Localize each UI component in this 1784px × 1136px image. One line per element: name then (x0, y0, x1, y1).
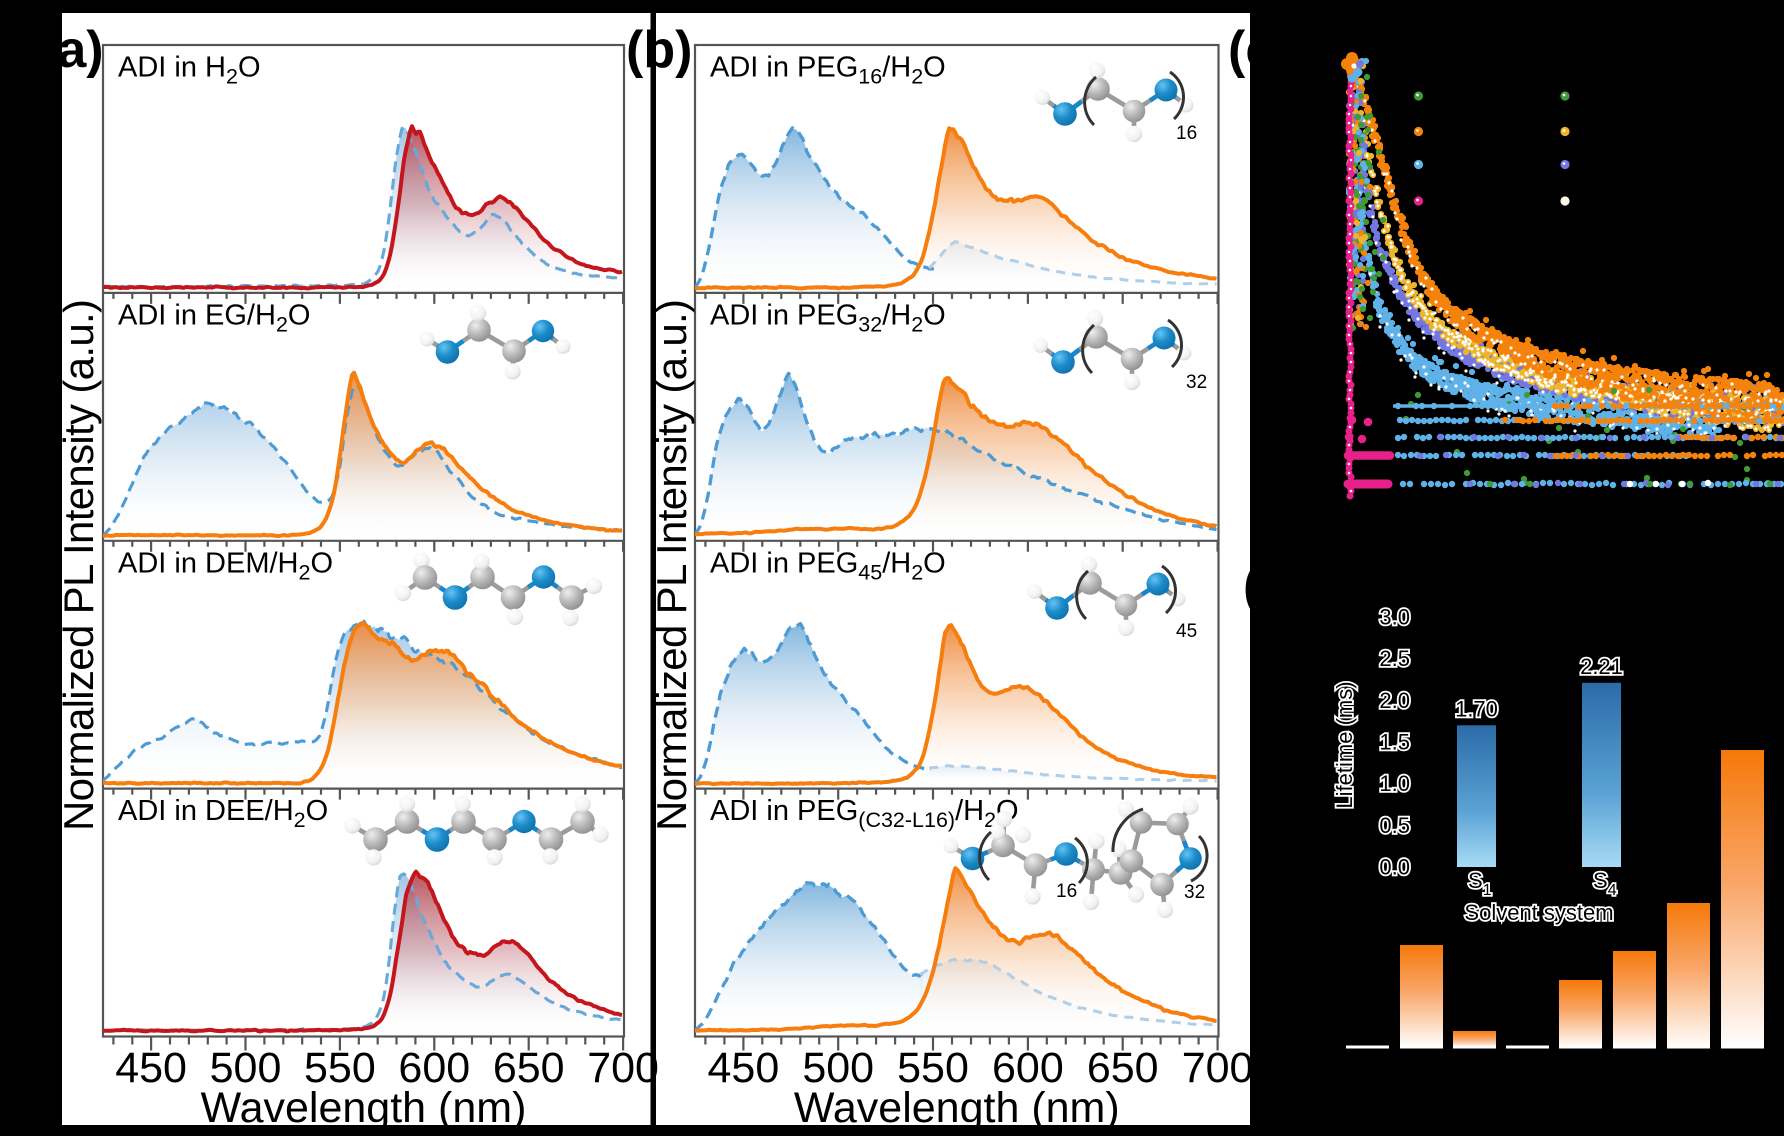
svg-text:500: 500 (210, 1044, 282, 1092)
svg-text:32: 32 (1184, 882, 1205, 903)
svg-text:Wavelength (nm): Wavelength (nm) (201, 1084, 527, 1132)
svg-text:(b): (b) (626, 21, 692, 79)
svg-text:Lifetime (ms): Lifetime (ms) (1332, 681, 1357, 808)
svg-text:2.5: 2.5 (1379, 646, 1410, 671)
svg-text:Solvent system: Solvent system (1464, 900, 1613, 925)
svg-text:ADI in PEG45/H2O: ADI in PEG45/H2O (710, 547, 946, 584)
svg-text:ADI in H2O: ADI in H2O (118, 52, 261, 89)
svg-text:450: 450 (708, 1044, 780, 1092)
svg-text:3.0: 3.0 (1379, 605, 1410, 630)
svg-text:(d): (d) (1243, 557, 1309, 615)
svg-text:Normalized PL Intensity (a.u.: Normalized PL Intensity (a.u.) (55, 299, 102, 831)
svg-text:450: 450 (115, 1044, 187, 1092)
svg-text:ADI in DEE/H2O: ADI in DEE/H2O (118, 795, 328, 832)
svg-text:0.0: 0.0 (1379, 855, 1410, 880)
svg-text:(a): (a) (40, 21, 104, 79)
svg-text:650: 650 (493, 1044, 565, 1092)
svg-text:2.21: 2.21 (1580, 654, 1623, 679)
svg-text:1.0: 1.0 (1379, 771, 1410, 796)
svg-text:Wavelength (nm): Wavelength (nm) (794, 1084, 1120, 1132)
svg-text:0.5: 0.5 (1379, 813, 1410, 838)
svg-text:ADI in PEG16/H2O: ADI in PEG16/H2O (710, 52, 946, 89)
svg-text:S1: S1 (1468, 868, 1492, 899)
svg-text:Normalized PL Intensity (a.u.: Normalized PL Intensity (a.u.) (648, 299, 695, 831)
svg-text:ADI in DEM/H2O: ADI in DEM/H2O (118, 547, 333, 584)
svg-text:S4: S4 (1593, 868, 1617, 899)
svg-text:600: 600 (398, 1044, 470, 1092)
svg-text:500: 500 (802, 1044, 874, 1092)
svg-text:ADI in PEG32/H2O: ADI in PEG32/H2O (710, 299, 946, 336)
svg-text:650: 650 (1087, 1044, 1159, 1092)
svg-text:550: 550 (897, 1044, 969, 1092)
svg-text:ADI in EG/H2O: ADI in EG/H2O (118, 299, 310, 336)
svg-text:1.70: 1.70 (1455, 696, 1498, 721)
svg-text:2.0: 2.0 (1379, 688, 1410, 713)
svg-text:45: 45 (1176, 621, 1197, 642)
svg-text:(c): (c) (1228, 21, 1292, 79)
svg-text:700: 700 (1182, 1044, 1254, 1092)
svg-text:550: 550 (304, 1044, 376, 1092)
svg-text:16: 16 (1056, 881, 1077, 902)
svg-text:32: 32 (1186, 372, 1207, 393)
svg-text:700: 700 (587, 1044, 659, 1092)
svg-text:1.5: 1.5 (1379, 730, 1410, 755)
svg-text:600: 600 (992, 1044, 1064, 1092)
svg-text:16: 16 (1176, 123, 1197, 144)
